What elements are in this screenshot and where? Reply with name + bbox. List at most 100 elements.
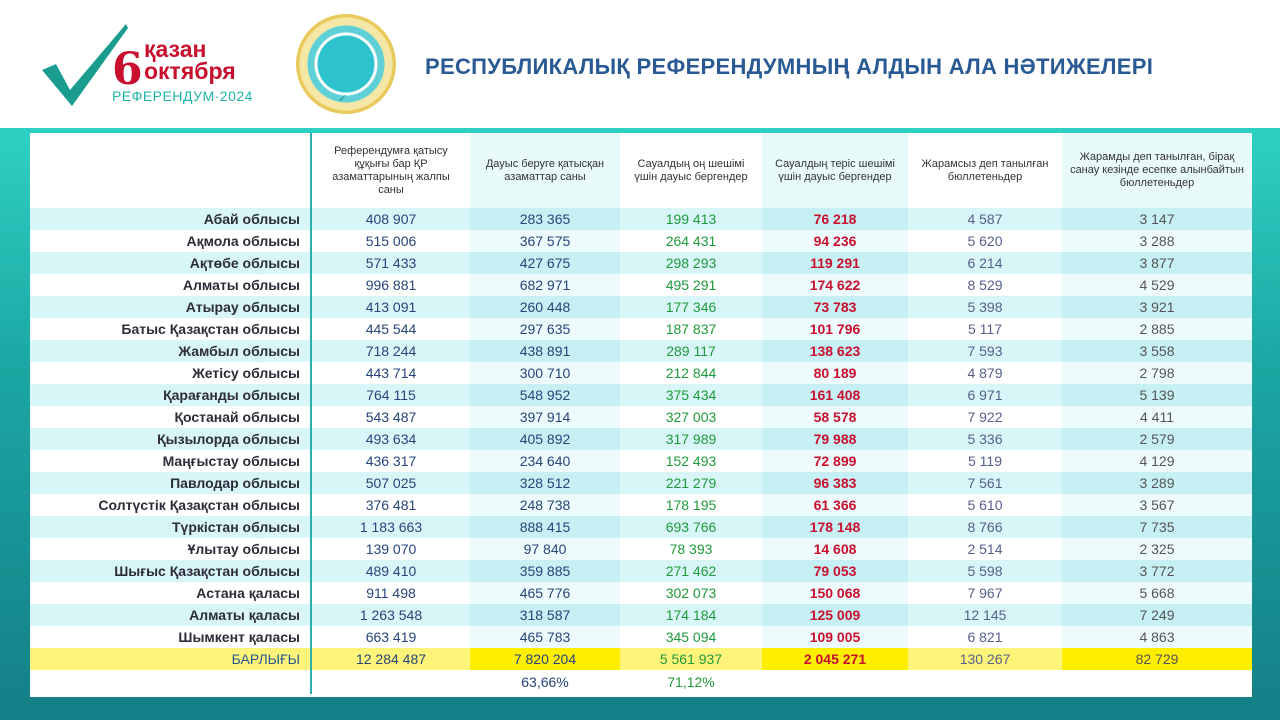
cell-value: 94 236 <box>762 230 908 252</box>
region-name: Батыс Қазақстан облысы <box>30 318 312 340</box>
cell-value: 438 891 <box>470 340 620 362</box>
table-row: Павлодар облысы 507 025 328 512 221 279 96 3… <box>30 472 1252 494</box>
region-name: Павлодар облысы <box>30 472 312 494</box>
cell-value: 493 634 <box>311 428 470 450</box>
cell-value: 174 184 <box>620 604 762 626</box>
cell-value: 405 892 <box>470 428 620 450</box>
cell-value: 78 393 <box>669 541 713 557</box>
cell-value: 3 289 <box>1062 472 1252 494</box>
turnout-percent: 63,66% <box>521 674 569 690</box>
cell-value: 3 288 <box>1062 230 1252 252</box>
table-row: Астана қаласы 911 498 465 776 302 073 150 06… <box>30 582 1252 604</box>
table-row: Батыс Қазақстан облысы 445 544 297 635 187 … <box>30 318 1252 340</box>
cell-value: 2 045 271 <box>762 648 908 670</box>
table-row: Жамбыл облысы 718 244 438 891 289 117 138 62… <box>30 340 1252 362</box>
cell-value: 7 249 <box>1062 604 1252 626</box>
cell-value: 1 183 663 <box>311 516 470 538</box>
column-header: Жарамсыз деп танылған бюллетеньдер <box>921 157 1049 183</box>
region-name: Шығыс Қазақстан облысы <box>30 560 312 582</box>
cell-value: 212 844 <box>665 365 717 381</box>
cell-value: 7 967 <box>967 585 1003 601</box>
cell-value: 465 783 <box>470 626 620 648</box>
cell-value: 3 772 <box>1062 560 1252 582</box>
cell-value: 199 413 <box>620 208 762 230</box>
cell-value: 234 640 <box>470 450 620 472</box>
cell-value: 408 907 <box>311 208 470 230</box>
table-row: Алматы облысы 996 881 682 971 495 291 174 62… <box>30 274 1252 296</box>
cell-value: 7 820 204 <box>470 648 620 670</box>
cell-value: 376 481 <box>365 497 417 513</box>
cell-value: 436 317 <box>365 453 417 469</box>
table-header: Референдумға қатысу құқығы бар ҚР азамат… <box>30 133 1252 208</box>
cell-value: 5 398 <box>908 296 1062 318</box>
cell-value: 6 821 <box>967 629 1003 645</box>
cell-value: 12 145 <box>908 604 1062 626</box>
cell-value: 7 561 <box>908 472 1062 494</box>
cell-value: 109 005 <box>762 626 908 648</box>
cell-value: 72 899 <box>762 450 908 472</box>
cell-value: 413 091 <box>311 296 470 318</box>
cell-value: 7 922 <box>967 409 1003 425</box>
cell-value: 3 921 <box>1062 296 1252 318</box>
region-name: Шымкент қаласы <box>30 626 312 648</box>
cell-value: 73 783 <box>762 296 908 318</box>
region-name: Жамбыл облысы <box>30 340 312 362</box>
cell-value: 3 147 <box>1062 208 1252 230</box>
cell-value: 5 119 <box>968 453 1002 469</box>
column-header: Жарамды деп танылған, бірақ санау кезінд… <box>1062 133 1252 208</box>
cell-value: 548 952 <box>470 384 620 406</box>
cell-value: 178 148 <box>762 516 908 538</box>
cell-value: 150 068 <box>762 582 908 604</box>
cell-value: 1 263 548 <box>311 604 470 626</box>
cell-value: 359 885 <box>470 560 620 582</box>
cell-value: 764 115 <box>311 384 470 406</box>
cell-value: 445 544 <box>365 321 417 337</box>
cell-value: 283 365 <box>470 208 620 230</box>
cell-value: 7 593 <box>908 340 1062 362</box>
empty-cell <box>1062 670 1252 694</box>
cell-value: 119 291 <box>762 252 908 274</box>
cell-value: 996 881 <box>365 277 417 293</box>
cell-value: 489 410 <box>311 560 470 582</box>
cell-value: 4 529 <box>1062 274 1252 296</box>
region-name: Маңғыстау облысы <box>30 450 312 472</box>
region-name: Ұлытау облысы <box>30 538 312 560</box>
table-row: Түркістан облысы 1 183 663 888 415 693 766 1… <box>30 516 1252 538</box>
cell-value: 5 139 <box>1062 384 1252 406</box>
table-row: Ұлытау облысы 139 070 97 840 78 393 14 608 2 … <box>30 538 1252 560</box>
region-name: Алматы қаласы <box>30 604 312 626</box>
cell-value: 79 988 <box>762 428 908 450</box>
cell-value: 264 431 <box>665 233 717 249</box>
cell-value: 5 668 <box>1062 582 1252 604</box>
region-name: Атырау облысы <box>30 296 312 318</box>
cell-value: 328 512 <box>470 472 620 494</box>
cell-value: 174 622 <box>762 274 908 296</box>
yes-percent: 71,12% <box>667 674 715 690</box>
cell-value: 221 279 <box>620 472 762 494</box>
cell-value: 61 366 <box>762 494 908 516</box>
cell-value: 4 587 <box>908 208 1062 230</box>
table-row: Жетісу облысы 443 714 300 710 212 844 80 189… <box>30 362 1252 384</box>
header-region <box>30 133 312 208</box>
column-header: Сауалдың оң шешімі үшін дауыс бергендер <box>634 157 748 183</box>
cell-value: 4 129 <box>1062 450 1252 472</box>
region-name: Қызылорда облысы <box>30 428 312 450</box>
election-commission-seal-icon: ✓ <box>296 14 396 114</box>
table-row: Алматы қаласы 1 263 548 318 587 174 184 125 … <box>30 604 1252 626</box>
cell-value: 187 837 <box>665 321 717 337</box>
results-table-panel: Референдумға қатысу құқығы бар ҚР азамат… <box>30 133 1252 697</box>
cell-value: 177 346 <box>620 296 762 318</box>
cell-value: 58 578 <box>762 406 908 428</box>
cell-value: 139 070 <box>365 541 417 557</box>
table-row: Ақтөбе облысы 571 433 427 675 298 293 119 29… <box>30 252 1252 274</box>
table-row: Қостанай облысы 543 487 397 914 327 003 58 5… <box>30 406 1252 428</box>
cell-value: 2 325 <box>1062 538 1252 560</box>
region-name: БАРЛЫҒЫ <box>30 648 312 670</box>
table-row: Шығыс Қазақстан облысы 489 410 359 885 271 … <box>30 560 1252 582</box>
referendum-logo: 6 қазан октября РЕФЕРЕНДУМ·2024 <box>40 22 270 112</box>
cell-value: 2 579 <box>1062 428 1252 450</box>
cell-value: 663 419 <box>365 629 417 645</box>
page-title: РЕСПУБЛИКАЛЫҚ РЕФЕРЕНДУМНЫҢ АЛДЫН АЛА НӘ… <box>425 54 1154 79</box>
logo-subtitle: РЕФЕРЕНДУМ·2024 <box>112 88 253 104</box>
cell-value: 178 195 <box>665 497 717 513</box>
